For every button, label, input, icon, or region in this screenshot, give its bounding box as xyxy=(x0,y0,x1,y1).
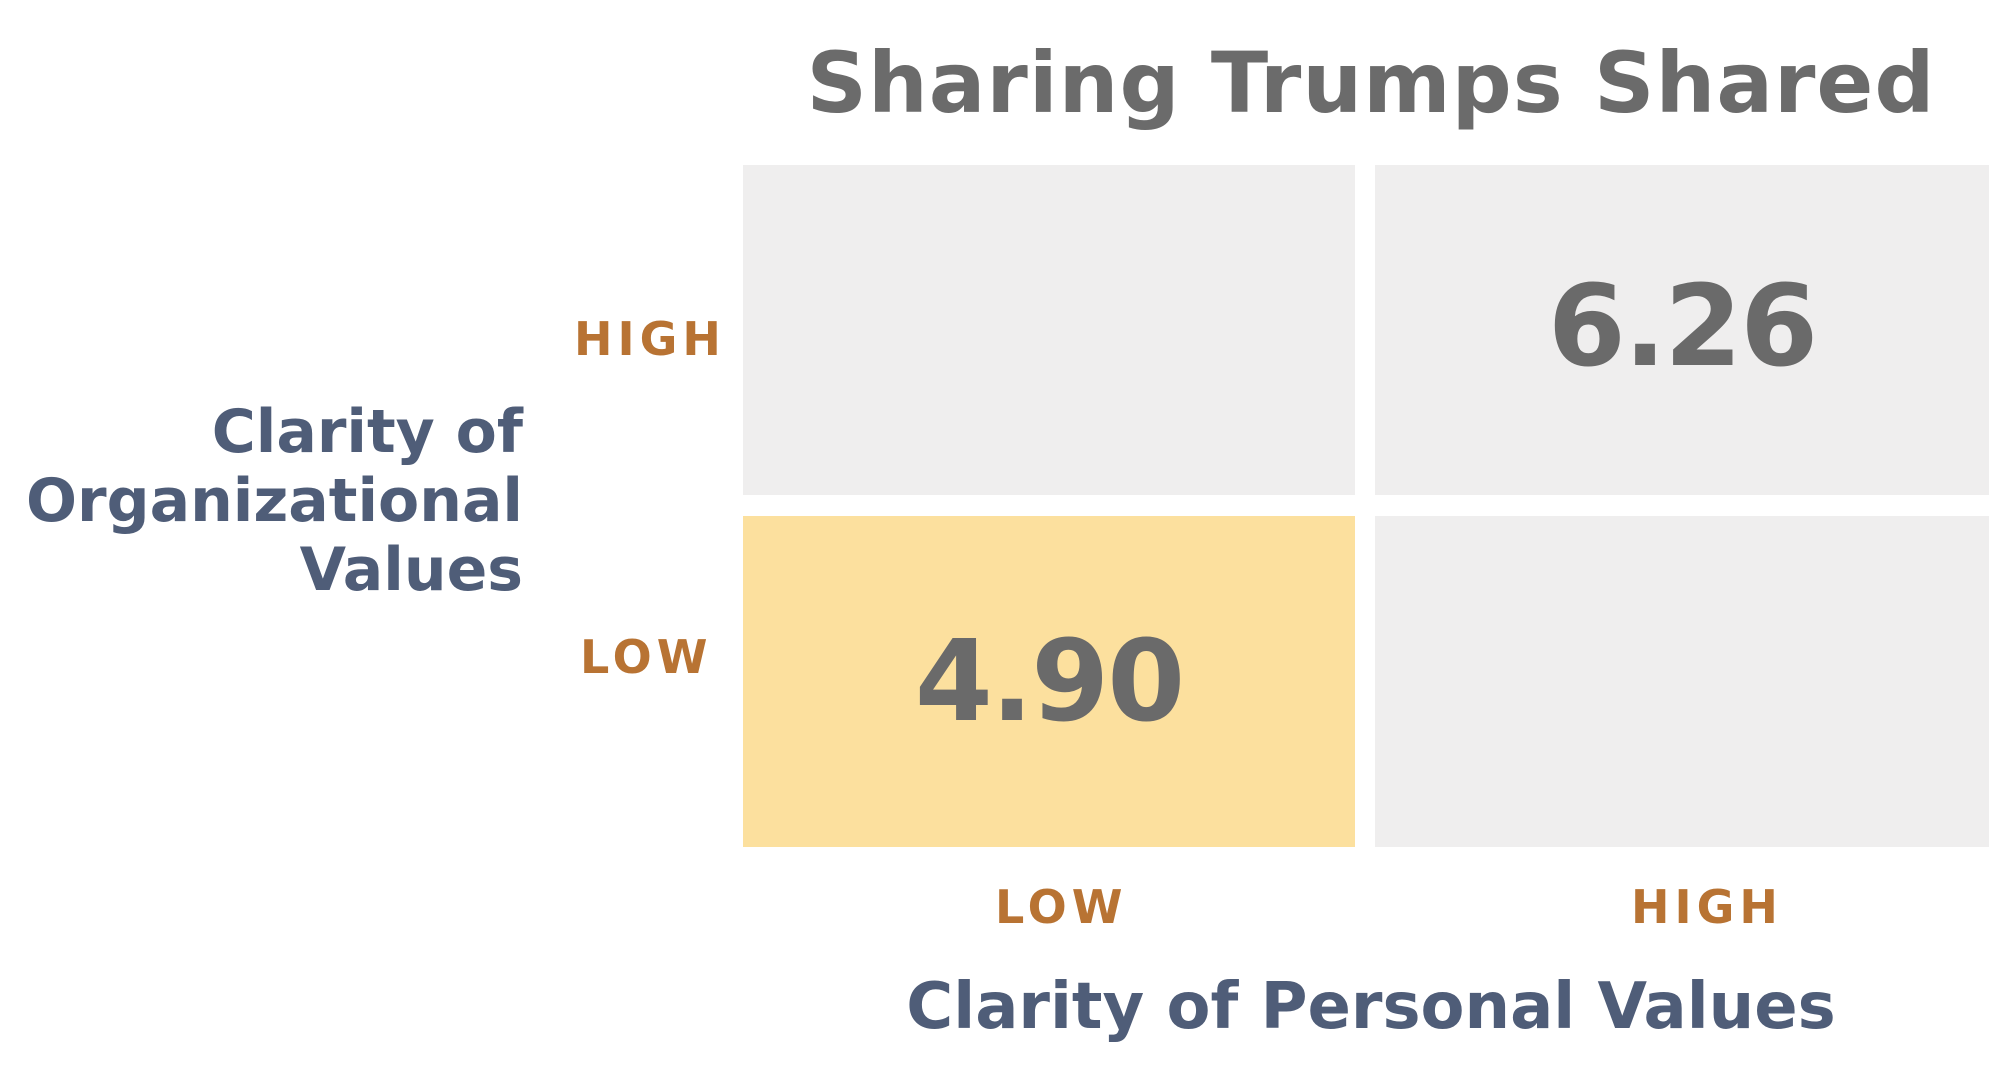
y-axis-label-line-1: Clarity of xyxy=(211,397,523,467)
cell-low-high xyxy=(1375,516,1989,847)
cell-low-low: 4.90 xyxy=(743,516,1355,847)
y-axis-label-line-2: Organizational xyxy=(26,466,523,536)
y-tick-low: LOW xyxy=(580,630,713,684)
x-tick-low: LOW xyxy=(995,880,1128,934)
cell-high-low xyxy=(743,165,1355,495)
x-axis-label: Clarity of Personal Values xyxy=(906,970,1836,1044)
y-tick-high: HIGH xyxy=(574,312,726,366)
y-axis-label-line-3: Values xyxy=(299,535,523,605)
x-tick-high: HIGH xyxy=(1631,880,1783,934)
cell-high-high: 6.26 xyxy=(1375,165,1989,495)
y-axis-label: Clarity of Organizational Values xyxy=(26,398,523,605)
chart-title: Sharing Trumps Shared xyxy=(806,34,1936,132)
